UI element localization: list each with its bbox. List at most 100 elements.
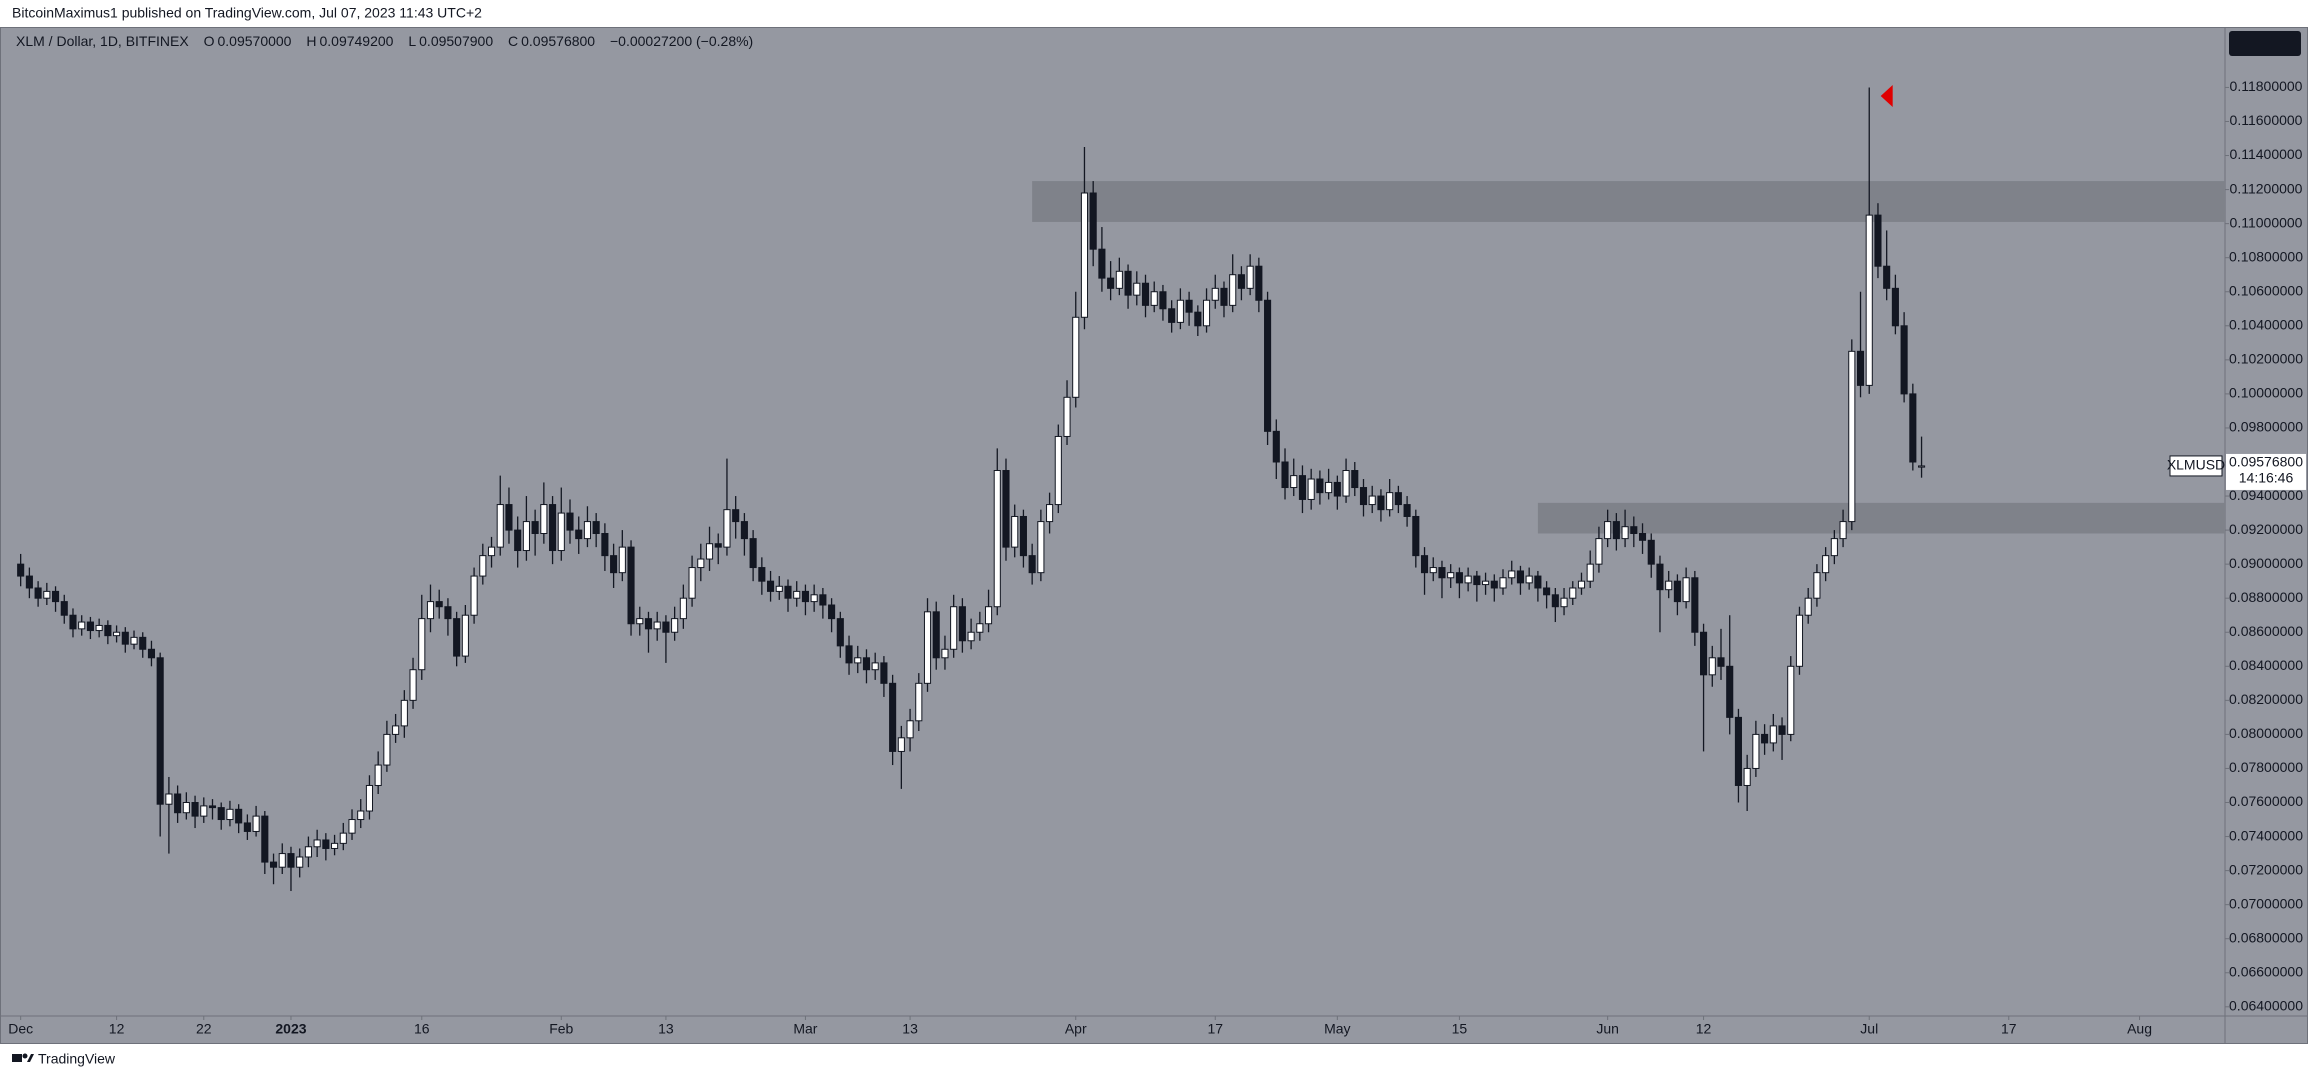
candle-body xyxy=(69,614,77,630)
candle-body xyxy=(400,699,408,727)
candle-body xyxy=(1168,308,1176,323)
ohlc-value: 0.09507900 xyxy=(419,33,494,49)
y-tick-label: 0.07200000 xyxy=(2229,861,2303,877)
candle-body xyxy=(200,805,208,817)
candle-body xyxy=(1089,192,1097,250)
candle-body xyxy=(1665,580,1673,591)
candle-body xyxy=(1107,277,1115,289)
candle-body xyxy=(1054,435,1062,506)
candle-body xyxy=(1482,580,1490,586)
y-tick-label: 0.10400000 xyxy=(2229,316,2303,332)
candle-body xyxy=(897,737,905,752)
symbol-title: XLM / Dollar, 1D, BITFINEX xyxy=(16,33,189,49)
candle-body xyxy=(113,631,121,637)
candle-body xyxy=(313,839,321,848)
candle-body xyxy=(1264,299,1272,432)
axis-button[interactable] xyxy=(2229,31,2301,56)
candle-body xyxy=(1124,270,1132,296)
candle-body xyxy=(566,512,574,531)
candle-body xyxy=(688,567,696,599)
frame xyxy=(0,27,2308,1044)
candle-body xyxy=(1883,265,1891,289)
candle-body xyxy=(1342,470,1350,497)
candle-body xyxy=(932,611,940,659)
candle-body xyxy=(1839,521,1847,540)
x-tick-label: 13 xyxy=(902,1021,918,1037)
candle-body xyxy=(915,682,923,722)
candle-body xyxy=(810,594,818,603)
candle-body xyxy=(1394,492,1402,506)
candle-body xyxy=(531,521,539,535)
candle-body xyxy=(984,606,993,625)
candle-body xyxy=(453,618,461,657)
candle-body xyxy=(43,590,51,599)
candle-body xyxy=(575,529,583,540)
y-tick-label: 0.10200000 xyxy=(2229,351,2303,367)
x-tick-label: 17 xyxy=(2001,1021,2017,1037)
candle-body xyxy=(1499,577,1507,589)
candle-body xyxy=(418,618,426,671)
candle-body xyxy=(1237,274,1245,289)
x-tick-label: Feb xyxy=(549,1021,573,1037)
candle-body xyxy=(17,563,25,577)
symbol-name: XLMUSD xyxy=(2167,457,2225,473)
candle-body xyxy=(784,585,792,599)
candle-body xyxy=(1202,299,1211,327)
resistance-zone xyxy=(1032,181,2225,222)
candle-body xyxy=(1856,350,1865,386)
candle-body xyxy=(1063,396,1071,437)
x-tick-label: 22 xyxy=(196,1021,212,1037)
candle-body xyxy=(1700,631,1708,676)
candle-body xyxy=(1211,287,1219,301)
x-tick-label: 15 xyxy=(1452,1021,1468,1037)
candle-body xyxy=(139,636,147,650)
candle-body xyxy=(487,546,496,557)
x-tick-label: Mar xyxy=(793,1021,817,1037)
candle-body xyxy=(130,636,138,645)
candle-body xyxy=(767,580,775,592)
candle-body xyxy=(828,604,836,620)
candle-body xyxy=(348,819,356,834)
candle-body xyxy=(392,725,400,735)
candle-body xyxy=(618,546,626,574)
x-tick-label: Dec xyxy=(8,1021,33,1037)
candle-body xyxy=(435,601,443,608)
ohlc-label: C xyxy=(508,33,519,49)
candle-body xyxy=(409,669,417,701)
candle-body xyxy=(191,802,199,817)
candle-body xyxy=(1185,299,1193,313)
candle-body xyxy=(1830,538,1838,557)
candle-body xyxy=(1438,567,1446,579)
change: −0.00027200 (−0.28%) xyxy=(609,33,754,49)
candle-body xyxy=(51,590,60,603)
y-tick-label: 0.10000000 xyxy=(2229,385,2303,401)
candle-body xyxy=(261,815,269,863)
candle-body xyxy=(243,822,251,832)
candle-body xyxy=(1046,504,1054,523)
candle-body xyxy=(269,861,278,868)
candle-body xyxy=(1804,597,1812,616)
y-tick-label: 0.08000000 xyxy=(2229,725,2303,741)
candle-body xyxy=(793,590,801,599)
candle-body xyxy=(1080,192,1089,318)
candle-body xyxy=(1220,287,1228,306)
candle-body xyxy=(1464,575,1472,584)
candle-body xyxy=(880,662,888,684)
candle-body xyxy=(662,621,670,633)
candle-body xyxy=(1900,325,1908,395)
candle-body xyxy=(941,648,949,659)
candle-body xyxy=(1874,214,1882,267)
candle-body xyxy=(78,621,86,630)
candle-body xyxy=(322,839,330,849)
candle-body xyxy=(34,587,42,599)
candle-body xyxy=(758,567,766,582)
candle-body xyxy=(1281,461,1289,489)
symbol-tag xyxy=(2169,455,2223,477)
candle-body xyxy=(1822,555,1830,574)
x-tick-label: 2023 xyxy=(275,1021,306,1037)
y-tick-label: 0.11200000 xyxy=(2230,180,2303,196)
x-tick-label: Aug xyxy=(2127,1021,2152,1037)
candle-body xyxy=(592,521,600,535)
candle-body xyxy=(583,521,591,540)
candle-body xyxy=(426,601,435,620)
